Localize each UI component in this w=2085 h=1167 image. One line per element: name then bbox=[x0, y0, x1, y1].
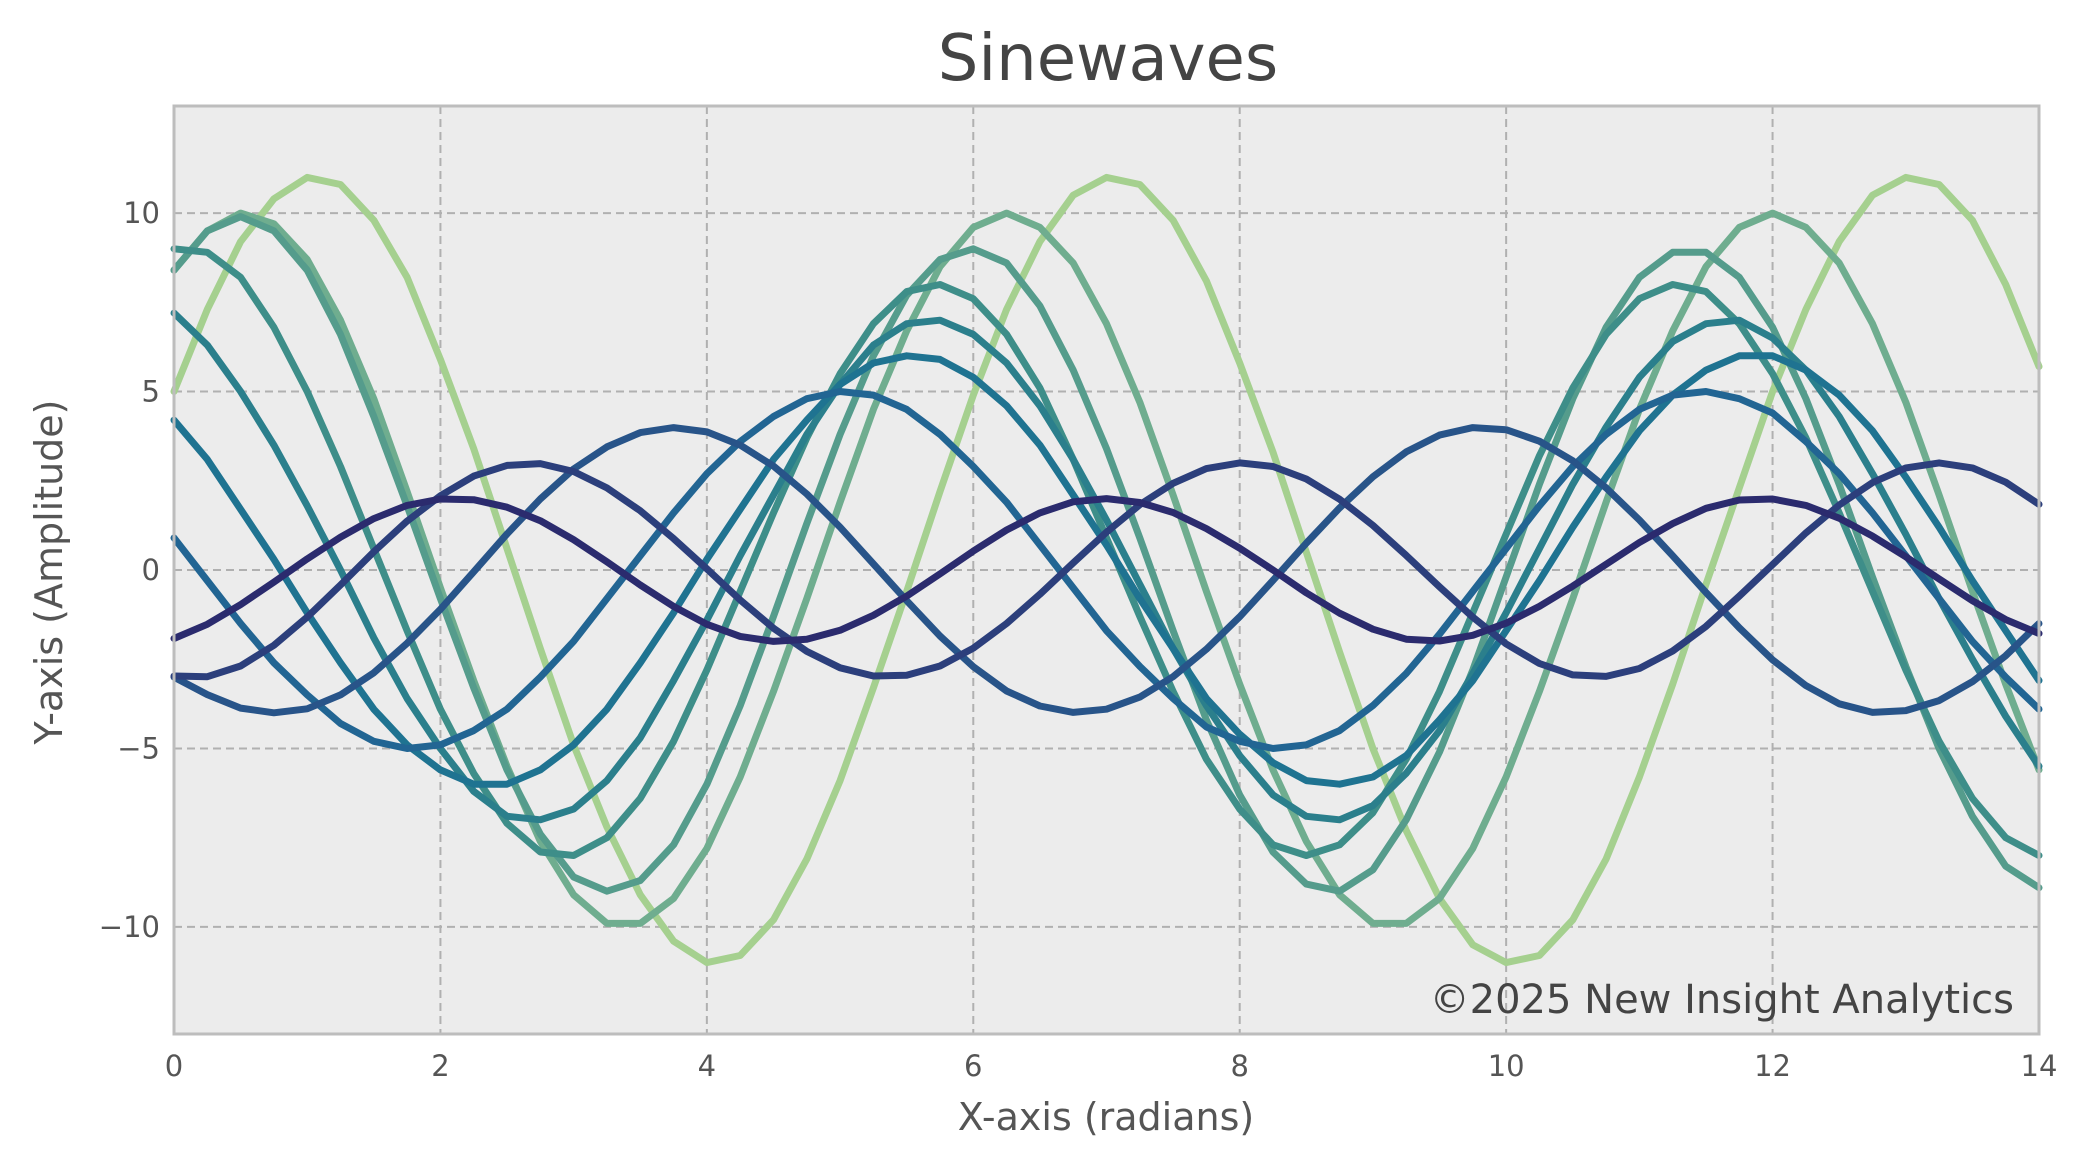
y-tick-label: 0 bbox=[142, 553, 160, 587]
sinewave-series-line bbox=[170, 245, 2043, 859]
y-axis-label: Y-axis (Amplitude) bbox=[27, 399, 71, 745]
sinewave-series-line bbox=[170, 309, 2043, 824]
x-tick-label: 8 bbox=[1230, 1049, 1248, 1083]
series-lines bbox=[170, 173, 2043, 967]
x-tick-label: 0 bbox=[165, 1049, 183, 1083]
sinewave-series-line bbox=[170, 352, 2043, 788]
x-tick-label: 2 bbox=[431, 1049, 449, 1083]
y-tick-label: 10 bbox=[123, 196, 160, 230]
sinewave-series-line bbox=[170, 173, 2043, 967]
x-tick-label: 14 bbox=[2021, 1049, 2058, 1083]
sinewave-series-line bbox=[170, 213, 2043, 895]
x-tick-label: 6 bbox=[964, 1049, 982, 1083]
y-tick-label: −5 bbox=[117, 731, 160, 765]
y-tick-label: −10 bbox=[99, 910, 160, 944]
x-axis-label: X-axis (radians) bbox=[958, 1095, 1254, 1139]
axis-ticks: 0 2 4 6 8 10 12 14 −10 −5 0 5 10 bbox=[99, 196, 2058, 1083]
chart-title: Sinewaves bbox=[938, 22, 1279, 96]
grid-lines bbox=[174, 106, 2039, 1034]
sinewave-series-line bbox=[170, 388, 2043, 752]
x-tick-label: 10 bbox=[1488, 1049, 1525, 1083]
x-tick-label: 4 bbox=[698, 1049, 716, 1083]
x-tick-label: 12 bbox=[1754, 1049, 1791, 1083]
sinewave-series-line bbox=[170, 495, 2043, 645]
y-tick-label: 5 bbox=[142, 375, 160, 409]
copyright-annotation: ©2025 New Insight Analytics bbox=[1430, 977, 2014, 1023]
sinewave-series-line bbox=[170, 424, 2043, 717]
sinewave-series-line bbox=[170, 459, 2043, 681]
plot-frame bbox=[172, 104, 2041, 1036]
